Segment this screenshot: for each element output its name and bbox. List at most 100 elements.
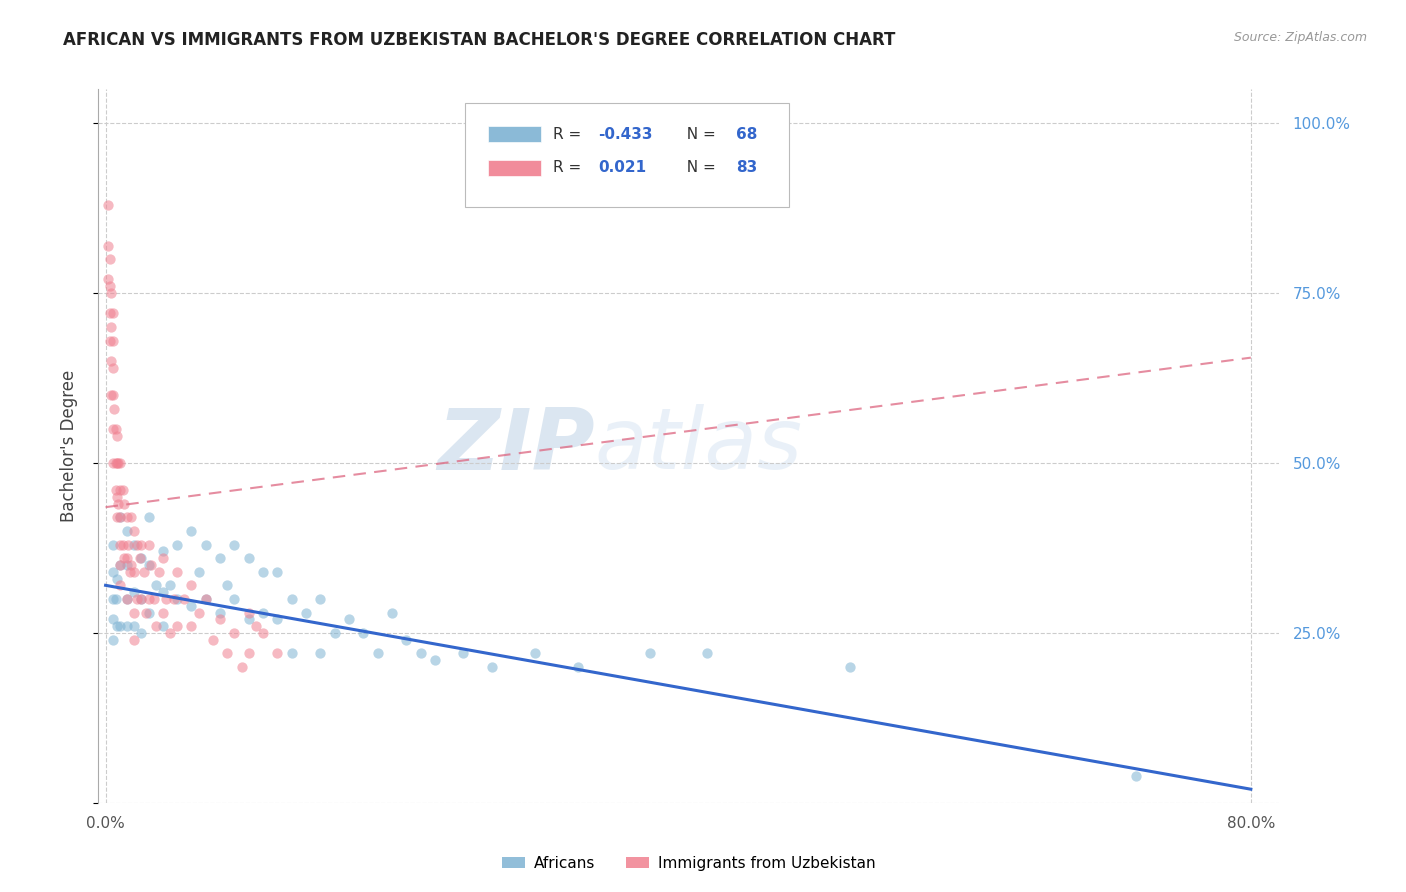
Point [252,626,274,640]
Point [108,510,131,524]
Point [107,456,129,470]
Point [148,565,170,579]
Point [135,606,157,620]
Point [105,510,128,524]
Point [105,456,128,470]
Point [122,565,145,579]
Point [266,612,288,626]
Point [125,591,148,606]
Text: 0.021: 0.021 [598,161,647,175]
Point [141,558,163,572]
Point [409,646,432,660]
Point [101,388,124,402]
Text: Source: ZipAtlas.com: Source: ZipAtlas.com [1233,31,1367,45]
Point [108,537,131,551]
Point [209,612,232,626]
Point [115,510,138,524]
Point [108,619,131,633]
Point [152,619,174,633]
Point [101,537,124,551]
Point [155,591,177,606]
Point [112,551,135,566]
Point [224,537,246,551]
Text: ZIP: ZIP [437,404,595,488]
Point [138,558,160,572]
Point [131,551,153,566]
Point [100,388,122,402]
Point [101,591,124,606]
Text: R =: R = [553,161,586,175]
Point [101,632,124,647]
Text: AFRICAN VS IMMIGRANTS FROM UZBEKISTAN BACHELOR'S DEGREE CORRELATION CHART: AFRICAN VS IMMIGRANTS FROM UZBEKISTAN BA… [63,31,896,49]
Point [104,422,127,436]
Point [107,497,129,511]
Point [122,524,145,538]
Point [266,646,288,660]
Point [122,619,145,633]
Point [180,599,202,613]
Point [103,401,125,416]
Point [166,537,188,551]
Point [638,646,661,660]
Point [98,279,121,293]
Point [97,198,120,212]
Point [105,490,128,504]
Point [231,660,253,674]
Point [120,510,142,524]
Point [159,578,181,592]
FancyBboxPatch shape [464,103,789,207]
Text: -0.433: -0.433 [598,127,652,142]
Point [201,632,224,647]
Text: 68: 68 [737,127,758,142]
Point [131,591,153,606]
Point [108,578,131,592]
Point [101,360,124,375]
Point [129,551,152,566]
Point [134,565,156,579]
Point [131,626,153,640]
Point [238,606,260,620]
Point [352,626,374,640]
Point [120,558,142,572]
Point [280,591,302,606]
Point [395,632,418,647]
Point [337,612,360,626]
Point [252,606,274,620]
Point [166,619,188,633]
Point [238,551,260,566]
Point [187,565,209,579]
Point [104,456,127,470]
Point [224,591,246,606]
Point [238,646,260,660]
Point [209,551,232,566]
Point [100,354,122,368]
Point [194,537,217,551]
Bar [488,127,541,142]
Point [111,483,134,498]
Text: 83: 83 [737,161,758,175]
Point [252,565,274,579]
Point [101,565,124,579]
Point [152,544,174,558]
Point [280,646,302,660]
Point [108,558,131,572]
Point [115,558,138,572]
Point [180,619,202,633]
Point [453,646,475,660]
Text: R =: R = [553,127,586,142]
Point [152,606,174,620]
Point [101,306,124,320]
Point [122,606,145,620]
Point [115,619,138,633]
Bar [488,160,541,176]
Legend: Africans, Immigrants from Uzbekistan: Africans, Immigrants from Uzbekistan [496,850,882,877]
Point [138,537,160,551]
Point [108,483,131,498]
Point [187,606,209,620]
Point [224,626,246,640]
Point [194,591,217,606]
Point [152,551,174,566]
Point [145,578,167,592]
Point [111,537,134,551]
Point [105,619,128,633]
